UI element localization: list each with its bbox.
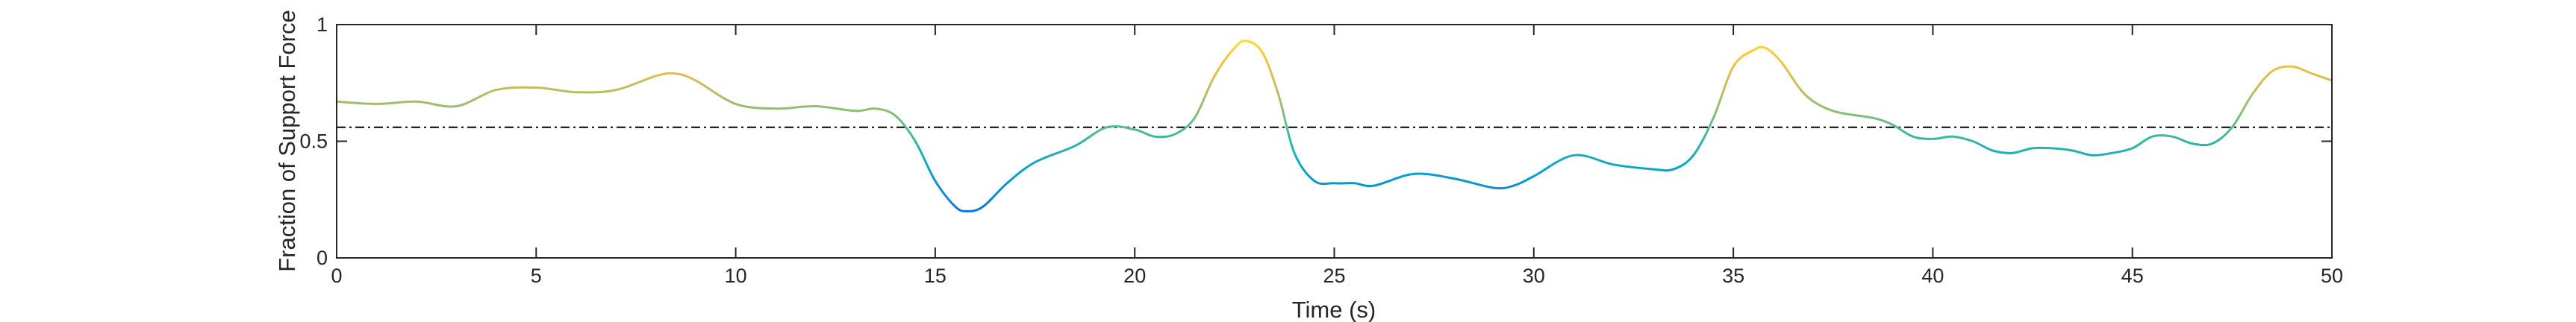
y-tick-label: 0 xyxy=(316,247,328,269)
series-line-0 xyxy=(336,40,2333,212)
x-tick-label: 35 xyxy=(1722,265,1744,287)
x-tick-label: 10 xyxy=(725,265,747,287)
x-tick-label: 15 xyxy=(924,265,946,287)
x-tick-label: 40 xyxy=(1921,265,1944,287)
x-tick-label: 0 xyxy=(331,265,342,287)
y-axis-label: Fraction of Support Force xyxy=(274,10,300,272)
x-tick-label: 5 xyxy=(531,265,542,287)
x-tick-label: 25 xyxy=(1323,265,1345,287)
plot-area xyxy=(337,25,2332,258)
x-axis-label: Time (s) xyxy=(1292,297,1376,322)
x-tick-label: 50 xyxy=(2321,265,2343,287)
y-tick-label: 0.5 xyxy=(299,130,328,153)
x-tick-label: 20 xyxy=(1123,265,1146,287)
x-tick-label: 45 xyxy=(2121,265,2144,287)
y-tick-label: 1 xyxy=(316,13,328,36)
x-tick-label: 30 xyxy=(1523,265,1545,287)
